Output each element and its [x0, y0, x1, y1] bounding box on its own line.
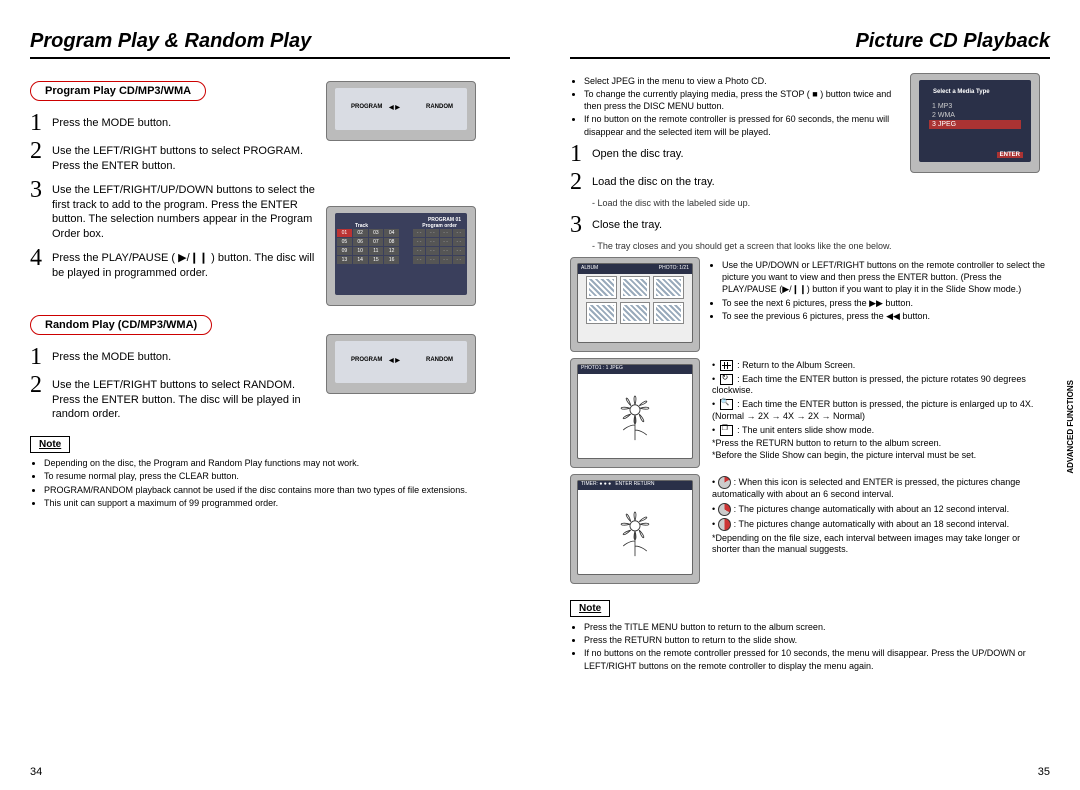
step-text: Use the LEFT/RIGHT buttons to select RAN…: [52, 373, 320, 423]
rotate-icon: [720, 374, 733, 385]
album-icon: [720, 360, 733, 371]
step-number: 3: [570, 213, 592, 237]
order-grid: - -- -- -- - - -- -- -- - - -- -- -- - -…: [413, 229, 465, 264]
step-sub: - The tray closes and you should get a s…: [592, 241, 904, 253]
timer-12s-icon: [718, 503, 731, 516]
page-title-right: Picture CD Playback: [570, 30, 1050, 59]
random-play-header: Random Play (CD/MP3/WMA): [30, 315, 212, 335]
page-title-left: Program Play & Random Play: [30, 30, 510, 59]
page-35: Picture CD Playback Select JPEG in the m…: [540, 0, 1080, 790]
zoom-icon: [720, 399, 733, 410]
page-number: 34: [30, 766, 42, 778]
step-text: Press the MODE button.: [52, 345, 171, 365]
random-mode-screenshot: PROGRAM RANDOM ◀ ▶: [326, 334, 476, 394]
note-list: Depending on the disc, the Program and R…: [30, 457, 510, 509]
step-text: Press the PLAY/PAUSE ( ▶/❙❙ ) button. Th…: [52, 246, 320, 281]
step-text: Load the disc on the tray.: [592, 170, 715, 190]
step-number: 1: [30, 111, 52, 135]
step-number: 4: [30, 246, 52, 270]
step-text: Use the LEFT/RIGHT/UP/DOWN buttons to se…: [52, 178, 320, 242]
media-type-screenshot: Select a Media Type 1 MP3 2 WMA 3 JPEG E…: [910, 73, 1040, 173]
step-number: 2: [30, 373, 52, 397]
timer-screenshot: TIMER: ● ● ● ENTER RETURN: [570, 474, 700, 584]
note-label: Note: [30, 436, 70, 453]
note-list: Press the TITLE MENU button to return to…: [570, 621, 1050, 672]
top-bullets: Select JPEG in the menu to view a Photo …: [570, 75, 904, 138]
step-text: Close the tray.: [592, 213, 662, 233]
album-screenshot: ALBUMPHOTO: 1/21: [570, 257, 700, 352]
timer-18s-icon: [718, 518, 731, 531]
step-number: 1: [30, 345, 52, 369]
program-mode-screenshot: PROGRAM RANDOM ◀ ▶: [326, 81, 476, 141]
page-34: Program Play & Random Play Program Play …: [0, 0, 540, 790]
step-text: Open the disc tray.: [592, 142, 684, 162]
step-sub: - Load the disc with the labeled side up…: [592, 198, 904, 210]
slideshow-icon: [720, 425, 733, 436]
note-label: Note: [570, 600, 610, 617]
program-order-screenshot: PROGRAM 01 Track Program order 01020304 …: [326, 206, 476, 306]
picture-view-screenshot: PHOTO1 : 1 JPEG: [570, 358, 700, 468]
step-number: 2: [570, 170, 592, 194]
manual-spread: Program Play & Random Play Program Play …: [0, 0, 1080, 790]
section-tab: ADVANCED FUNCTIONS: [1067, 380, 1076, 474]
program-play-header: Program Play CD/MP3/WMA: [30, 81, 206, 101]
step-text: Press the MODE button.: [52, 111, 171, 131]
step-text: Use the LEFT/RIGHT buttons to select PRO…: [52, 139, 320, 174]
timer-6s-icon: [718, 476, 731, 489]
page-number: 35: [1038, 766, 1050, 778]
step-number: 1: [570, 142, 592, 166]
track-grid: 01020304 05060708 09101112 13141516: [337, 229, 399, 264]
step-number: 2: [30, 139, 52, 163]
step-number: 3: [30, 178, 52, 202]
